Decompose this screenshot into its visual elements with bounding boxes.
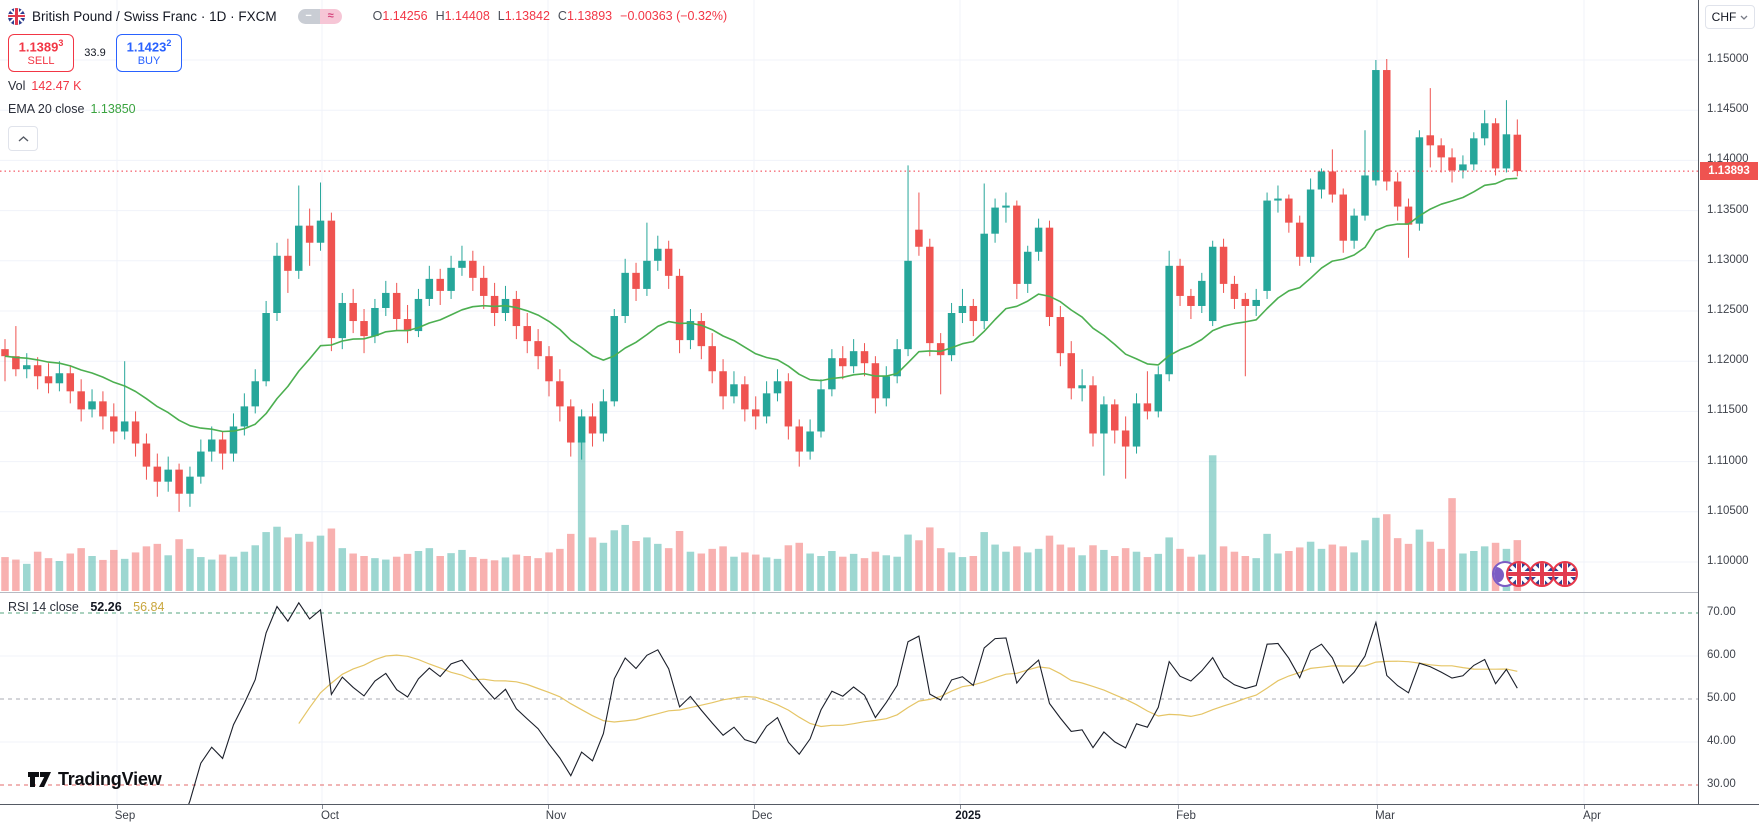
currency-label: CHF [1711,10,1737,24]
time-axis-tick [117,805,118,809]
price-axis-label: 1.15000 [1707,53,1749,65]
time-axis-tick [1178,805,1179,809]
time-axis-label: Dec [751,810,773,822]
sell-button[interactable]: 1.13893 SELL [8,34,74,72]
time-axis-label: 2025 [955,810,981,822]
rsi-legend[interactable]: RSI 14 close 52.26 56.84 [8,600,165,614]
last-price-badge: 1.13893 [1700,162,1758,181]
flag-sticker-cluster[interactable] [1492,561,1602,591]
time-axis-label: Feb [1176,810,1196,822]
price-chart-canvas[interactable] [0,0,1698,804]
spread-value: 33.9 [84,47,106,59]
time-axis-tick [548,805,549,809]
price-axis-label: 1.12000 [1707,354,1749,367]
rsi-ma-value: 56.84 [133,600,165,614]
indicator-toggle-pills[interactable]: − ≈ [297,8,342,24]
price-axis-label: 1.12500 [1707,304,1749,316]
rsi-axis-label: 40.00 [1707,735,1736,747]
rsi-axis-label: 50.00 [1707,692,1736,704]
uk-flag-sticker-icon [1529,561,1555,587]
rsi-axis-label: 60.00 [1707,649,1736,661]
time-axis-label: Apr [1583,810,1601,822]
symbol-row: British Pound / Swiss Franc · 1D · FXCM … [8,6,727,26]
uk-flag-sticker-icon [1552,561,1578,587]
gbp-flag-icon [8,7,25,25]
uk-flag-sticker-icon [1506,561,1532,587]
close-value: 1.13893 [566,9,613,23]
high-value: 1.14408 [444,9,490,23]
tradingview-logo-text: TradingView [58,769,162,789]
currency-selector[interactable]: CHF [1705,5,1755,29]
rsi-value: 52.26 [90,600,122,614]
time-axis-label: Oct [321,810,339,822]
pane-separator[interactable] [0,592,1759,593]
volume-value: 142.47 K [31,79,82,93]
price-axis-label: 1.10000 [1707,555,1749,567]
time-axis-tick [960,805,961,809]
time-axis[interactable]: Sep Oct Nov Dec 2025 Feb Mar Apr [0,804,1759,829]
time-axis-tick [1584,805,1585,809]
ohlc-values: O1.14256 H1.14408 L1.13842 C1.13893 −0.0… [372,9,728,23]
rsi-axis-label: 30.00 [1707,778,1736,790]
time-axis-tick [322,805,323,809]
price-axis-label: 1.14500 [1707,103,1749,116]
price-axis[interactable]: CHF 1.15000 1.14500 1.14000 1.13500 1.13000 1… [1698,0,1759,829]
time-axis-tick [1377,805,1378,809]
volume-legend[interactable]: Vol 142.47 K [8,79,82,93]
time-axis-tick [754,805,755,809]
time-axis-label: Mar [1375,810,1395,822]
approx-toggle-icon[interactable]: ≈ [319,8,342,24]
trade-panel: 1.13893 SELL 33.9 1.14232 BUY [8,34,727,72]
time-axis-label: Sep [114,810,136,822]
chevron-up-icon [18,135,28,142]
ema-value: 1.13850 [90,102,136,116]
price-axis-label: 1.11500 [1707,404,1748,417]
collapse-legend-button[interactable] [8,126,38,151]
change-value: −0.00363 (−0.32%) [620,9,728,23]
rsi-axis-label: 70.00 [1707,606,1736,618]
time-axis-label: Nov [545,810,567,822]
price-axis-label: 1.11000 [1707,454,1748,467]
price-axis-label: 1.13000 [1707,253,1749,266]
low-value: 1.13842 [504,9,550,23]
minus-toggle-icon[interactable]: − [297,8,320,24]
chevron-down-icon [1740,15,1748,20]
timeframe-label[interactable]: 1D [209,8,227,24]
chart-legend: British Pound / Swiss Franc · 1D · FXCM … [8,6,727,151]
symbol-title[interactable]: British Pound / Swiss Franc · 1D · FXCM [32,8,277,24]
tradingview-logo-icon [28,772,51,787]
tradingview-logo[interactable]: TradingView [28,769,162,790]
price-axis-label: 1.10500 [1707,504,1749,517]
open-value: 1.14256 [382,9,428,23]
exchange-label: FXCM [238,8,277,24]
price-axis-label: 1.13500 [1707,203,1749,216]
buy-button[interactable]: 1.14232 BUY [116,34,182,72]
ema-legend[interactable]: EMA 20 close 1.13850 [8,102,136,116]
